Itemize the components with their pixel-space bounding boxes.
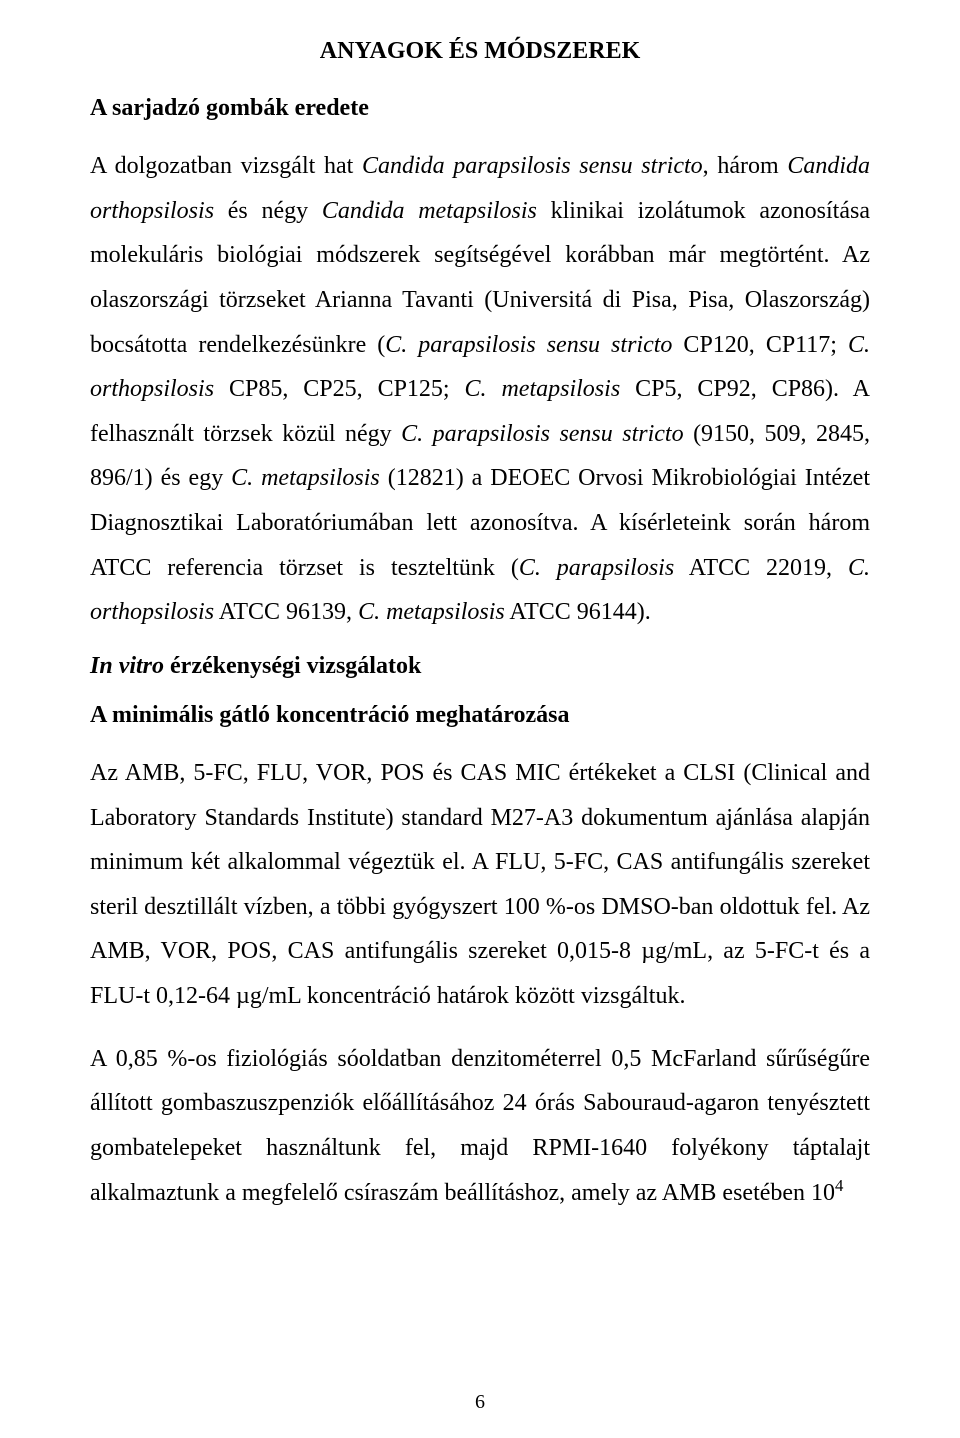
paragraph-2: Az AMB, 5-FC, FLU, VOR, POS és CAS MIC é… — [90, 751, 870, 1019]
text-run: ATCC 96139, — [214, 599, 358, 625]
text-run: , három — [703, 153, 788, 179]
text-run: és négy — [214, 198, 322, 224]
text-run: C. parapsilosis sensu stricto — [385, 332, 672, 358]
text-run: C. metapsilosis — [358, 599, 505, 625]
text-run: C. parapsilosis sensu stricto — [401, 421, 683, 447]
text-run: ATCC 22019, — [674, 555, 848, 581]
paragraph-3: A 0,85 %-os fiziológiás sóoldatban denzi… — [90, 1037, 870, 1216]
section-heading-2: In vitro érzékenységi vizsgálatok — [90, 653, 870, 680]
section-heading-1: A sarjadzó gombák eredete — [90, 95, 870, 122]
paragraph-1: A dolgozatban vizsgált hat Candida parap… — [90, 144, 870, 635]
text-run: érzékenységi vizsgálatok — [164, 653, 421, 679]
text-run: C. metapsilosis — [465, 376, 621, 402]
text-run: C. parapsilosis — [519, 555, 674, 581]
text-run: Candida metapsilosis — [322, 198, 537, 224]
text-run: Candida parapsilosis sensu stricto — [362, 153, 703, 179]
section-heading-3: A minimális gátló koncentráció meghatáro… — [90, 702, 870, 729]
page-title: ANYAGOK ÉS MÓDSZEREK — [90, 38, 870, 65]
text-run: A dolgozatban vizsgált hat — [90, 153, 362, 179]
text-run: ATCC 96144). — [505, 599, 651, 625]
text-run: CP85, CP25, CP125; — [214, 376, 465, 402]
text-run: In vitro — [90, 653, 164, 679]
text-run: 4 — [835, 1176, 843, 1195]
text-run: Az AMB, 5-FC, FLU, VOR, POS és CAS MIC é… — [90, 760, 870, 1009]
text-run: CP120, CP117; — [672, 332, 848, 358]
page: ANYAGOK ÉS MÓDSZEREK A sarjadzó gombák e… — [0, 0, 960, 1438]
text-run: C. metapsilosis — [231, 465, 380, 491]
text-run: A 0,85 %-os fiziológiás sóoldatban denzi… — [90, 1046, 870, 1206]
page-number: 6 — [0, 1391, 960, 1414]
